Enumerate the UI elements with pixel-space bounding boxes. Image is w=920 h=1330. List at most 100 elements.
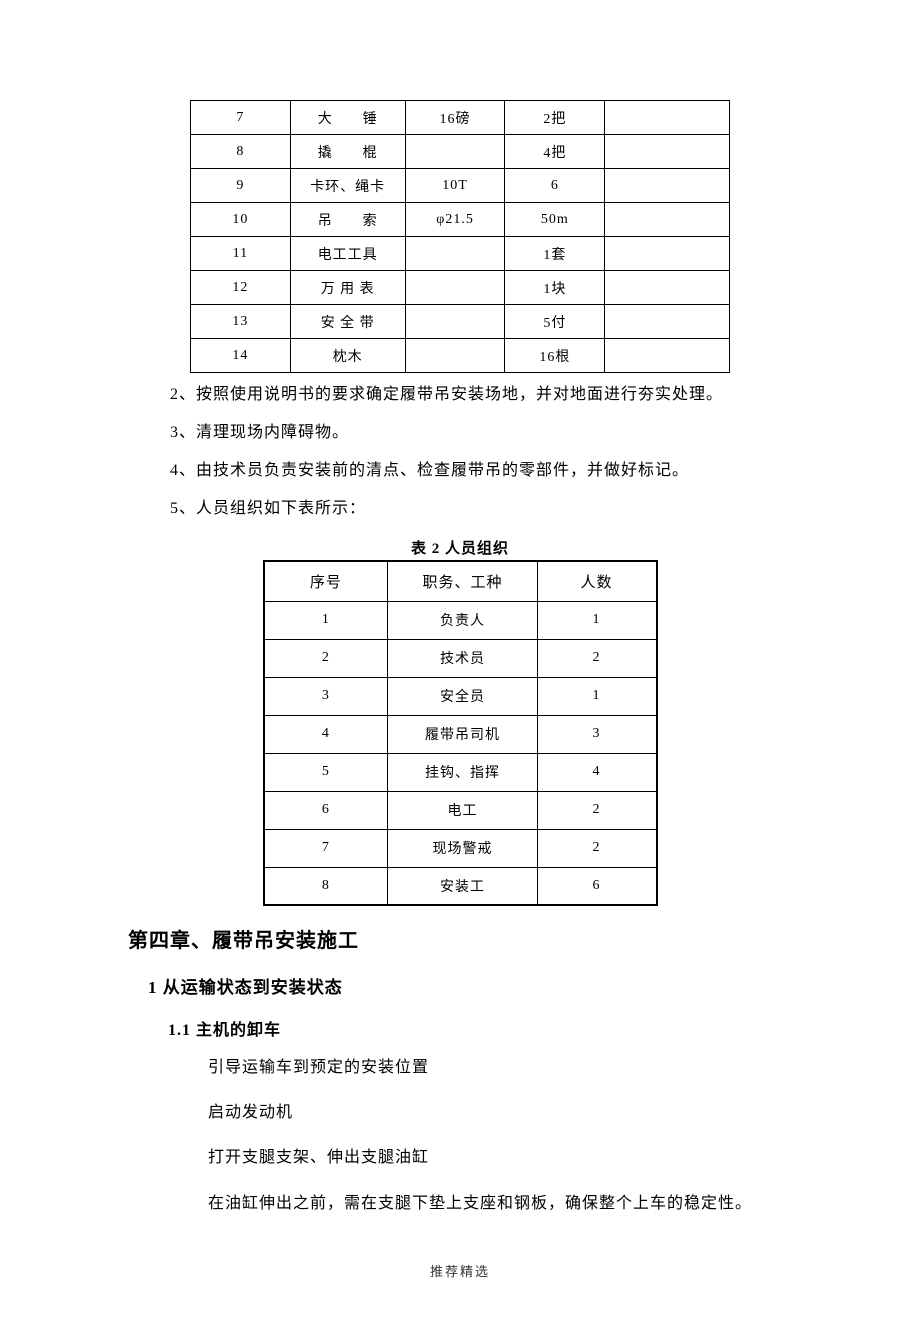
- table-row: 7 现场警戒 2: [264, 829, 657, 867]
- tools-table: 7 大 锤 16磅 2把 8 撬 棍 4把 9 卡环、绳卡 10T 6: [190, 100, 730, 373]
- paragraph-5: 5、人员组织如下表所示：: [170, 493, 920, 525]
- cell-id: 12: [191, 271, 291, 305]
- cell-count: 1: [537, 677, 656, 715]
- cell-role: 技术员: [388, 639, 537, 677]
- cell-seq: 7: [264, 829, 388, 867]
- paragraph-4: 4、由技术员负责安装前的清点、检查履带吊的零部件，并做好标记。: [170, 455, 920, 487]
- cell-note: [605, 203, 730, 237]
- table-header-row: 序号 职务、工种 人数: [264, 561, 657, 601]
- personnel-table: 序号 职务、工种 人数 1 负责人 1 2 技术员 2 3 安全员 1 4: [263, 560, 658, 906]
- cell-count: 4: [537, 753, 656, 791]
- cell-seq: 1: [264, 601, 388, 639]
- cell-spec: 16磅: [405, 101, 505, 135]
- cell-name: 万 用 表: [290, 271, 405, 305]
- table-row: 12 万 用 表 1块: [191, 271, 730, 305]
- table-row: 11 电工工具 1套: [191, 237, 730, 271]
- table-row: 8 撬 棍 4把: [191, 135, 730, 169]
- cell-role: 现场警戒: [388, 829, 537, 867]
- header-seq: 序号: [264, 561, 388, 601]
- cell-qty: 1块: [505, 271, 605, 305]
- cell-role: 安全员: [388, 677, 537, 715]
- personnel-table-body: 1 负责人 1 2 技术员 2 3 安全员 1 4 履带吊司机 3 5 挂钩、指: [264, 601, 657, 905]
- cell-id: 10: [191, 203, 291, 237]
- cell-note: [605, 101, 730, 135]
- cell-name: 吊 索: [290, 203, 405, 237]
- cell-id: 13: [191, 305, 291, 339]
- document-page: 7 大 锤 16磅 2把 8 撬 棍 4把 9 卡环、绳卡 10T 6: [0, 100, 920, 1280]
- cell-note: [605, 339, 730, 373]
- cell-id: 11: [191, 237, 291, 271]
- cell-qty: 4把: [505, 135, 605, 169]
- cell-note: [605, 135, 730, 169]
- table2-caption: 表 2 人员组织: [0, 537, 920, 558]
- personnel-table-head: 序号 职务、工种 人数: [264, 561, 657, 601]
- table-row: 6 电工 2: [264, 791, 657, 829]
- table-row: 4 履带吊司机 3: [264, 715, 657, 753]
- cell-spec: [405, 135, 505, 169]
- cell-qty: 5付: [505, 305, 605, 339]
- body-line-4: 在油缸伸出之前，需在支腿下垫上支座和钢板，确保整个上车的稳定性。: [208, 1186, 790, 1221]
- page-footer: 推荐精选: [0, 1261, 920, 1280]
- table-row: 10 吊 索 φ21.5 50m: [191, 203, 730, 237]
- body-line-1: 引导运输车到预定的安装位置: [208, 1050, 790, 1085]
- cell-count: 2: [537, 791, 656, 829]
- cell-seq: 6: [264, 791, 388, 829]
- cell-name: 撬 棍: [290, 135, 405, 169]
- cell-spec: [405, 305, 505, 339]
- cell-id: 14: [191, 339, 291, 373]
- cell-seq: 2: [264, 639, 388, 677]
- chapter-title: 第四章、履带吊安装施工: [128, 924, 920, 953]
- cell-seq: 8: [264, 867, 388, 905]
- table-row: 7 大 锤 16磅 2把: [191, 101, 730, 135]
- header-count: 人数: [537, 561, 656, 601]
- header-role: 职务、工种: [388, 561, 537, 601]
- cell-role: 电工: [388, 791, 537, 829]
- cell-qty: 50m: [505, 203, 605, 237]
- cell-role: 安装工: [388, 867, 537, 905]
- cell-role: 履带吊司机: [388, 715, 537, 753]
- subsection-1-1-title: 1.1 主机的卸车: [168, 1016, 920, 1040]
- cell-count: 3: [537, 715, 656, 753]
- cell-count: 6: [537, 867, 656, 905]
- tools-table-body: 7 大 锤 16磅 2把 8 撬 棍 4把 9 卡环、绳卡 10T 6: [191, 101, 730, 373]
- cell-qty: 2把: [505, 101, 605, 135]
- table-row: 5 挂钩、指挥 4: [264, 753, 657, 791]
- cell-id: 7: [191, 101, 291, 135]
- cell-spec: [405, 237, 505, 271]
- cell-name: 大 锤: [290, 101, 405, 135]
- cell-count: 2: [537, 829, 656, 867]
- table-row: 14 枕木 16根: [191, 339, 730, 373]
- cell-seq: 3: [264, 677, 388, 715]
- table-row: 9 卡环、绳卡 10T 6: [191, 169, 730, 203]
- cell-name: 卡环、绳卡: [290, 169, 405, 203]
- body-line-3: 打开支腿支架、伸出支腿油缸: [208, 1140, 790, 1175]
- cell-qty: 1套: [505, 237, 605, 271]
- table-row: 2 技术员 2: [264, 639, 657, 677]
- table-row: 13 安 全 带 5付: [191, 305, 730, 339]
- cell-spec: φ21.5: [405, 203, 505, 237]
- cell-role: 挂钩、指挥: [388, 753, 537, 791]
- cell-id: 8: [191, 135, 291, 169]
- cell-count: 1: [537, 601, 656, 639]
- section-1-title: 1 从运输状态到安装状态: [148, 973, 920, 998]
- cell-name: 枕木: [290, 339, 405, 373]
- table-row: 1 负责人 1: [264, 601, 657, 639]
- cell-qty: 16根: [505, 339, 605, 373]
- cell-spec: 10T: [405, 169, 505, 203]
- table-row: 8 安装工 6: [264, 867, 657, 905]
- cell-note: [605, 271, 730, 305]
- body-line-2: 启动发动机: [208, 1095, 790, 1130]
- table-row: 3 安全员 1: [264, 677, 657, 715]
- cell-seq: 5: [264, 753, 388, 791]
- paragraph-2: 2、按照使用说明书的要求确定履带吊安装场地，并对地面进行夯实处理。: [170, 379, 920, 411]
- cell-note: [605, 169, 730, 203]
- cell-name: 安 全 带: [290, 305, 405, 339]
- cell-id: 9: [191, 169, 291, 203]
- cell-note: [605, 305, 730, 339]
- cell-count: 2: [537, 639, 656, 677]
- cell-name: 电工工具: [290, 237, 405, 271]
- cell-seq: 4: [264, 715, 388, 753]
- cell-spec: [405, 339, 505, 373]
- cell-note: [605, 237, 730, 271]
- cell-role: 负责人: [388, 601, 537, 639]
